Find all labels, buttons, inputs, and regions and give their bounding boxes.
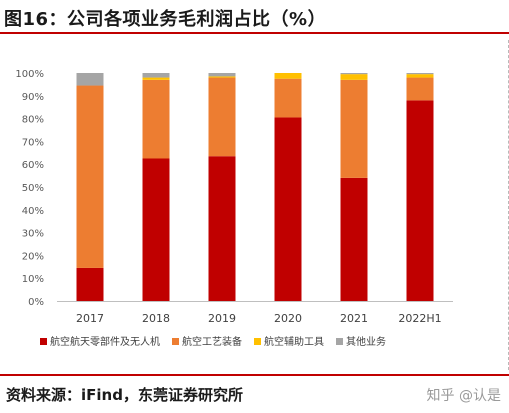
- bar-segment-2020-1: [274, 117, 302, 302]
- source-note: 资料来源：iFind，东莞证券研究所: [6, 386, 243, 404]
- y-tick-label: 20%: [22, 251, 44, 262]
- bar-segment-2022H1-1: [406, 100, 434, 301]
- y-tick-label: 0%: [28, 297, 44, 308]
- legend-swatch-4: [336, 338, 343, 345]
- y-tick-label: 80%: [22, 115, 44, 126]
- bar-segment-2017-2: [76, 85, 104, 268]
- y-tick-label: 100%: [15, 69, 44, 80]
- x-tick-label: 2021: [340, 312, 368, 325]
- x-tick-label: 2020: [274, 312, 302, 325]
- bar-segment-2017-4: [76, 73, 104, 86]
- bar-segment-2020-3: [274, 73, 302, 79]
- bar-segment-2021-2: [340, 79, 368, 178]
- legend-label-1: 航空航天零部件及无人机: [50, 335, 160, 348]
- bar-segment-2021-3: [340, 74, 368, 80]
- x-tick-label: 2019: [208, 312, 236, 325]
- legend-swatch-1: [40, 338, 47, 345]
- y-tick-label: 50%: [22, 183, 44, 194]
- x-tick-label: 2018: [142, 312, 170, 325]
- bar-segment-2022H1-2: [406, 77, 434, 101]
- bar-segment-2019-2: [208, 77, 236, 157]
- y-tick-label: 10%: [22, 274, 44, 285]
- x-tick-label: 2022H1: [398, 312, 441, 325]
- title-bar: 图16：公司各项业务毛利润占比（%）: [0, 0, 509, 34]
- legend-swatch-2: [172, 338, 179, 345]
- watermark: 知乎 @认是: [426, 388, 501, 404]
- bar-segment-2019-1: [208, 156, 236, 301]
- legend-label-2: 航空工艺装备: [182, 335, 242, 348]
- bar-segment-2018-3: [142, 77, 170, 80]
- bar-segment-2020-2: [274, 78, 302, 118]
- bar-segment-2021-1: [340, 177, 368, 301]
- bar-segment-2021-4: [340, 73, 368, 75]
- legend-label-4: 其他业务: [346, 335, 386, 348]
- footer: 资料来源：iFind，东莞证券研究所 知乎 @认是: [0, 374, 509, 413]
- y-tick-label: 70%: [22, 137, 44, 148]
- bar-segment-2017-1: [76, 267, 104, 301]
- bar-segment-2022H1-4: [406, 73, 434, 75]
- y-tick-label: 60%: [22, 160, 44, 171]
- y-tick-label: 40%: [22, 206, 44, 217]
- x-tick-label: 2017: [76, 312, 104, 325]
- stacked-bar-chart: 0% 10% 20% 30% 40% 50% 60% 70% 80% 90% 100% 2017 201…: [15, 69, 453, 348]
- bar-segment-2018-4: [142, 73, 170, 78]
- bar-segment-2019-4: [208, 73, 236, 77]
- legend-swatch-3: [254, 338, 261, 345]
- y-tick-label: 90%: [22, 92, 44, 103]
- figure-title: 图16：公司各项业务毛利润占比（%）: [4, 9, 327, 30]
- bar-segment-2018-2: [142, 79, 170, 159]
- y-tick-label: 30%: [22, 229, 44, 240]
- bar-segment-2022H1-3: [406, 74, 434, 78]
- bar-segment-2019-3: [208, 76, 236, 78]
- bar-segment-2018-1: [142, 158, 170, 301]
- legend-label-3: 航空辅助工具: [264, 335, 324, 348]
